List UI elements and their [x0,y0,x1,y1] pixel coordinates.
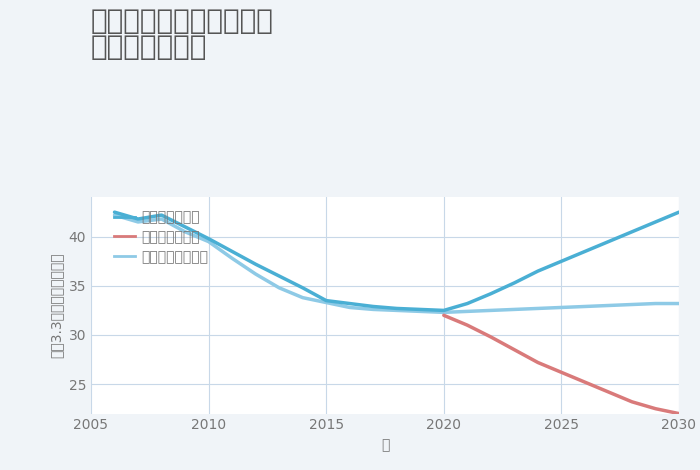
グッドシナリオ [346,301,354,306]
ノーマルシナリオ [251,271,260,277]
ノーマルシナリオ [158,216,166,222]
グッドシナリオ [463,301,472,306]
グッドシナリオ [675,209,683,215]
グッドシナリオ [158,212,166,218]
バッドシナリオ [510,347,519,352]
Line: ノーマルシナリオ: ノーマルシナリオ [115,215,679,313]
バッドシナリオ [486,334,495,340]
ノーマルシナリオ [416,309,424,314]
グッドシナリオ [628,229,636,235]
Text: 土地の価格推移: 土地の価格推移 [91,33,207,61]
X-axis label: 年: 年 [381,438,389,452]
ノーマルシナリオ [322,300,330,306]
グッドシナリオ [510,280,519,286]
ノーマルシナリオ [346,305,354,310]
バッドシナリオ [533,360,542,365]
ノーマルシナリオ [675,301,683,306]
ノーマルシナリオ [111,212,119,218]
ノーマルシナリオ [369,306,377,312]
ノーマルシナリオ [628,302,636,307]
ノーマルシナリオ [510,306,519,312]
グッドシナリオ [440,307,448,313]
ノーマルシナリオ [275,285,284,290]
ノーマルシナリオ [181,229,189,235]
バッドシナリオ [463,322,472,328]
グッドシナリオ [181,224,189,230]
グッドシナリオ [228,249,237,254]
Legend: グッドシナリオ, バッドシナリオ, ノーマルシナリオ: グッドシナリオ, バッドシナリオ, ノーマルシナリオ [110,206,213,268]
グッドシナリオ [298,285,307,290]
グッドシナリオ [369,304,377,309]
バッドシナリオ [628,399,636,405]
ノーマルシナリオ [463,309,472,314]
ノーマルシナリオ [204,239,213,244]
ノーマルシナリオ [440,310,448,315]
バッドシナリオ [651,406,659,412]
グッドシナリオ [251,261,260,267]
ノーマルシナリオ [557,305,566,310]
グッドシナリオ [393,306,401,311]
バッドシナリオ [557,369,566,375]
グッドシナリオ [581,249,589,254]
グッドシナリオ [134,216,142,222]
バッドシナリオ [581,379,589,385]
ノーマルシナリオ [604,303,612,308]
Line: グッドシナリオ: グッドシナリオ [115,212,679,310]
グッドシナリオ [111,209,119,215]
グッドシナリオ [533,268,542,274]
ノーマルシナリオ [228,256,237,261]
Line: バッドシナリオ: バッドシナリオ [444,315,679,414]
バッドシナリオ [675,411,683,416]
Y-axis label: 坪（3.3㎡）単価（万円）: 坪（3.3㎡）単価（万円） [49,253,63,358]
グッドシナリオ [557,258,566,264]
ノーマルシナリオ [533,306,542,311]
ノーマルシナリオ [651,301,659,306]
グッドシナリオ [275,273,284,279]
グッドシナリオ [416,306,424,312]
Text: 三重県津市安濃町安濃の: 三重県津市安濃町安濃の [91,7,274,35]
グッドシナリオ [204,236,213,242]
グッドシナリオ [651,219,659,225]
グッドシナリオ [486,291,495,297]
ノーマルシナリオ [298,295,307,300]
ノーマルシナリオ [393,307,401,313]
グッドシナリオ [322,298,330,304]
ノーマルシナリオ [581,304,589,309]
ノーマルシナリオ [134,219,142,225]
グッドシナリオ [604,239,612,244]
バッドシナリオ [440,313,448,318]
バッドシナリオ [604,389,612,395]
ノーマルシナリオ [486,307,495,313]
